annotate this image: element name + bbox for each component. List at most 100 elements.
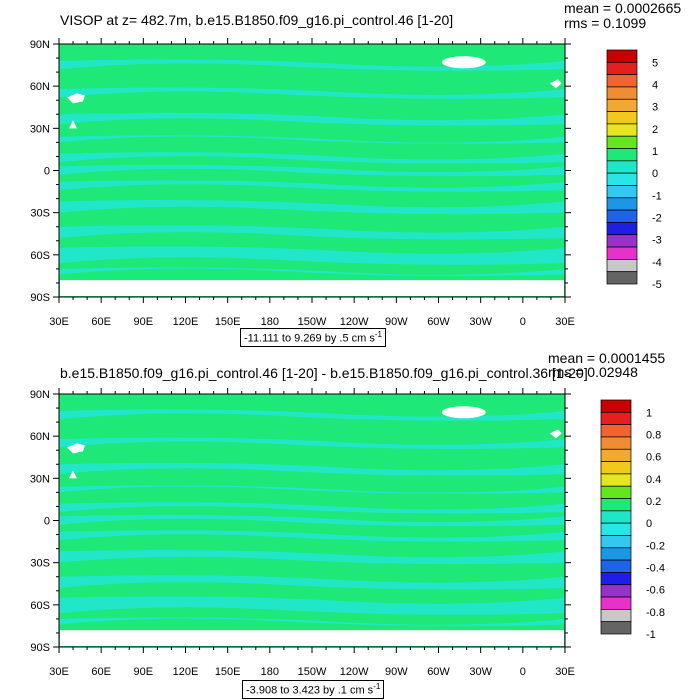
field-band — [59, 164, 565, 177]
lon-label: 90E — [134, 316, 154, 328]
colorbar-box — [600, 448, 632, 462]
lat-label: 90S — [30, 292, 50, 304]
colorbar-label: -1 — [646, 629, 656, 641]
colorbar-box — [606, 234, 638, 248]
lon-label: 120W — [340, 666, 369, 678]
lat-label: 90S — [30, 642, 50, 654]
colorbar-box — [600, 621, 632, 635]
colorbar-box — [606, 185, 638, 199]
colorbar-box — [600, 609, 632, 623]
lon-label: 90E — [134, 666, 154, 678]
lat-label: 60S — [30, 250, 50, 262]
colorbar-box — [606, 160, 638, 174]
colorbar-label: 3 — [652, 102, 658, 114]
field-band — [59, 112, 565, 126]
colorbar-box — [606, 49, 638, 63]
units-exponent: -1 — [374, 330, 382, 339]
field-band — [59, 267, 565, 276]
land-island — [549, 79, 562, 89]
contour-range-box: -11.111 to 9.269 by .5 cm s-1 — [240, 328, 386, 347]
colorbar-box — [606, 271, 638, 285]
field-band — [59, 530, 565, 542]
colorbar-label: -2 — [652, 212, 662, 224]
lat-label: 30S — [30, 558, 50, 570]
land-antarctica — [60, 630, 564, 646]
land-island — [67, 443, 85, 454]
contour-range-box: -3.908 to 3.423 by .1 cm s-1 — [242, 680, 385, 699]
field-band — [59, 135, 565, 144]
field-band — [59, 152, 565, 164]
lon-label: 60E — [91, 316, 111, 328]
map-plot-1: 90N 60N 30N 0 30S 60S 90S 30E 60E 90E 120E 150E 180 1… — [30, 38, 662, 328]
field-band — [59, 502, 565, 514]
colorbar-box — [606, 209, 638, 223]
field-band — [59, 87, 565, 99]
colorbar-box — [600, 596, 632, 610]
colorbar-box — [606, 86, 638, 100]
contour-range: -3.908 to 3.423 by .1 cm s — [246, 684, 374, 697]
colorbar-label: 0 — [652, 168, 658, 180]
contour-range: -11.111 to 9.269 by .5 cm s — [244, 332, 375, 345]
colorbar-label: -0.4 — [646, 562, 665, 574]
colorbar-box — [600, 485, 632, 499]
colorbar-box — [606, 135, 638, 149]
lon-label: 30W — [469, 316, 492, 328]
colorbar-label: 4 — [652, 79, 658, 91]
lat-label: 60S — [30, 600, 50, 612]
colorbar-box — [600, 535, 632, 549]
colorbar-label: 0.4 — [646, 474, 661, 486]
lon-label: 90W — [385, 666, 408, 678]
field-band — [59, 59, 565, 71]
field-band — [59, 575, 565, 590]
colorbar-box — [606, 222, 638, 236]
lon-label: 180 — [261, 666, 279, 678]
colorbar-label: 1 — [646, 407, 652, 419]
field-band — [59, 549, 565, 565]
lon-label: 150W — [298, 316, 327, 328]
lat-label: 30N — [30, 473, 50, 485]
colorbar-box — [600, 498, 632, 512]
colorbar-box — [606, 74, 638, 88]
lat-label: 0 — [44, 516, 50, 528]
colorbar-box — [600, 424, 632, 438]
lon-label: 30E — [555, 316, 575, 328]
lon-label: 150E — [215, 666, 241, 678]
lat-label: 30N — [30, 123, 50, 135]
field-band — [59, 180, 565, 192]
colorbar-box — [600, 436, 632, 450]
lon-label: 60W — [427, 666, 450, 678]
colorbar-box — [606, 197, 638, 211]
lon-label: 0 — [520, 666, 526, 678]
colorbar-box — [600, 473, 632, 487]
plot-title: VISOP at z= 482.7m, b.e15.B1850.f09_g16.… — [60, 12, 454, 28]
lat-label: 90N — [30, 39, 50, 51]
lon-label: 30E — [49, 316, 69, 328]
plot-title: b.e15.B1850.f09_g16.pi_control.46 [1-20]… — [60, 365, 588, 381]
lon-label: 30W — [469, 666, 492, 678]
field-band — [59, 199, 565, 215]
colorbar-label: -1 — [652, 190, 662, 202]
colorbar-label: 1 — [652, 146, 658, 158]
land-greenland — [441, 56, 486, 69]
field-band — [59, 409, 565, 421]
lon-label: 150E — [215, 316, 241, 328]
colorbar-box — [600, 461, 632, 475]
land-island — [67, 93, 85, 104]
field-band — [59, 617, 565, 626]
lon-label: 150W — [298, 666, 327, 678]
lat-label: 90N — [30, 389, 50, 401]
colorbar-label: 0 — [646, 518, 652, 530]
field-band — [59, 437, 565, 449]
colorbar-box — [600, 522, 632, 536]
panel-1: 90N 60N 30N 0 30S 60S 90S 30E 60E 90E 120E 150E 180 1… — [30, 1, 681, 347]
land-island — [69, 470, 77, 479]
colorbar-label: 5 — [652, 57, 658, 69]
lat-label: 60N — [30, 431, 50, 443]
lon-label: 60W — [427, 316, 450, 328]
land-greenland — [441, 406, 486, 419]
land-island — [549, 429, 562, 439]
rms-value: rms = 0.02948 — [548, 364, 638, 380]
colorbar-label: -0.8 — [646, 607, 665, 619]
colorbar-box — [606, 61, 638, 75]
colorbar-label: -4 — [652, 257, 662, 269]
